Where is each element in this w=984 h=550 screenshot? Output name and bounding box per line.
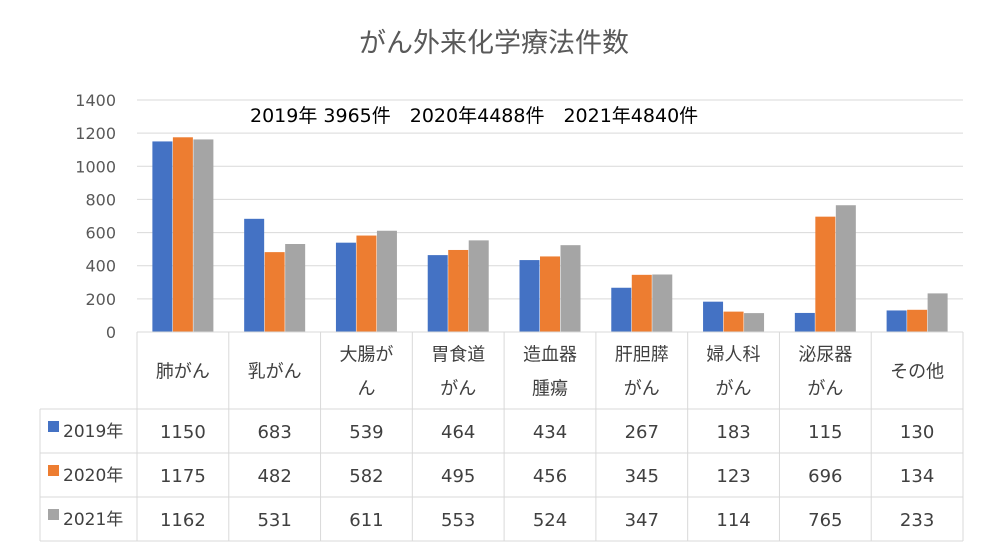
table-cell-value: 464 xyxy=(441,422,475,443)
bar xyxy=(560,245,581,332)
table-cell-value: 539 xyxy=(349,422,383,443)
bar xyxy=(703,301,724,332)
table-cell-value: 524 xyxy=(533,510,567,531)
y-tick-label: 0 xyxy=(106,323,116,342)
table-cell-value: 1150 xyxy=(160,422,206,443)
y-tick-label: 400 xyxy=(85,257,116,276)
table-cell-value: 114 xyxy=(716,510,750,531)
table-cell-value: 123 xyxy=(716,466,750,487)
table-cell-value: 495 xyxy=(441,466,475,487)
table-cell-value: 553 xyxy=(441,510,475,531)
table-cell-value: 582 xyxy=(349,466,383,487)
table-cell-value: 482 xyxy=(257,466,291,487)
y-tick-label: 200 xyxy=(85,290,116,309)
bar xyxy=(519,260,540,332)
legend-swatch xyxy=(48,421,59,432)
bar xyxy=(744,313,765,332)
bar xyxy=(652,274,673,332)
category-label: 婦人科 xyxy=(707,345,761,366)
legend-label: 2021年 xyxy=(63,510,123,530)
table-cell-value: 233 xyxy=(900,510,934,531)
table-cell-value: 347 xyxy=(625,510,659,531)
table-cell-value: 765 xyxy=(808,510,842,531)
category-label: 肝胆膵 xyxy=(615,345,669,366)
totals-annotation: 2019年 3965件 2020年4488件 2021年4840件 xyxy=(250,105,698,127)
bar xyxy=(285,244,306,332)
y-tick-label: 1200 xyxy=(75,124,116,143)
category-label: 大腸が xyxy=(339,345,393,366)
table-cell-value: 696 xyxy=(808,466,842,487)
y-tick-label: 1400 xyxy=(75,91,116,110)
table-cell-value: 683 xyxy=(257,422,291,443)
chart-title: がん外来化学療法件数 xyxy=(359,28,629,59)
category-label: 造血器 xyxy=(523,345,577,366)
category-label: その他 xyxy=(890,362,944,383)
category-label: 胃食道 xyxy=(431,345,485,366)
category-label: 泌尿器 xyxy=(798,345,852,366)
category-label: ん xyxy=(357,379,375,400)
table-cell-value: 456 xyxy=(533,466,567,487)
table-cell-value: 134 xyxy=(900,466,934,487)
y-tick-label: 1000 xyxy=(75,157,116,176)
bar xyxy=(815,216,836,332)
table-cell-value: 434 xyxy=(533,422,567,443)
category-label: がん xyxy=(624,379,660,400)
bar xyxy=(835,205,856,332)
category-label: 肺がん xyxy=(156,362,210,383)
category-label: 乳がん xyxy=(248,362,302,383)
bar xyxy=(611,287,632,332)
bar xyxy=(335,242,356,332)
bar xyxy=(907,309,928,332)
bar xyxy=(264,252,285,332)
bars xyxy=(152,137,948,332)
bar xyxy=(376,230,397,332)
table-cell-value: 267 xyxy=(625,422,659,443)
table-cell-value: 345 xyxy=(625,466,659,487)
legend-swatch xyxy=(48,509,59,520)
table-cell-value: 531 xyxy=(257,510,291,531)
category-label: 腫瘍 xyxy=(532,379,568,400)
bar xyxy=(356,235,377,332)
bar xyxy=(468,240,489,332)
bar xyxy=(794,312,815,332)
bar xyxy=(152,141,173,332)
bar xyxy=(448,249,469,332)
bar xyxy=(631,274,652,332)
y-tick-label: 600 xyxy=(85,224,116,243)
bar xyxy=(172,137,193,332)
bar xyxy=(927,293,948,332)
y-axis-ticks: 0 200 400 600 800 1000 1200 1400 xyxy=(75,91,116,342)
bar xyxy=(244,218,265,332)
y-tick-label: 800 xyxy=(85,190,116,209)
table-cell-value: 183 xyxy=(716,422,750,443)
table-cell-value: 1175 xyxy=(160,466,206,487)
bar xyxy=(193,139,214,332)
bar xyxy=(427,255,448,332)
category-label: がん xyxy=(440,379,476,400)
category-label: がん xyxy=(807,379,843,400)
bar xyxy=(723,311,744,332)
legend-swatch xyxy=(48,465,59,476)
table-cell-value: 130 xyxy=(900,422,934,443)
bar xyxy=(540,256,560,332)
category-label: がん xyxy=(716,379,752,400)
table-cell-value: 611 xyxy=(349,510,383,531)
legend-label: 2020年 xyxy=(63,466,123,486)
table-cell-value: 115 xyxy=(808,422,842,443)
legend-label: 2019年 xyxy=(63,422,123,442)
table-cell-value: 1162 xyxy=(160,510,206,531)
bar xyxy=(886,310,907,332)
